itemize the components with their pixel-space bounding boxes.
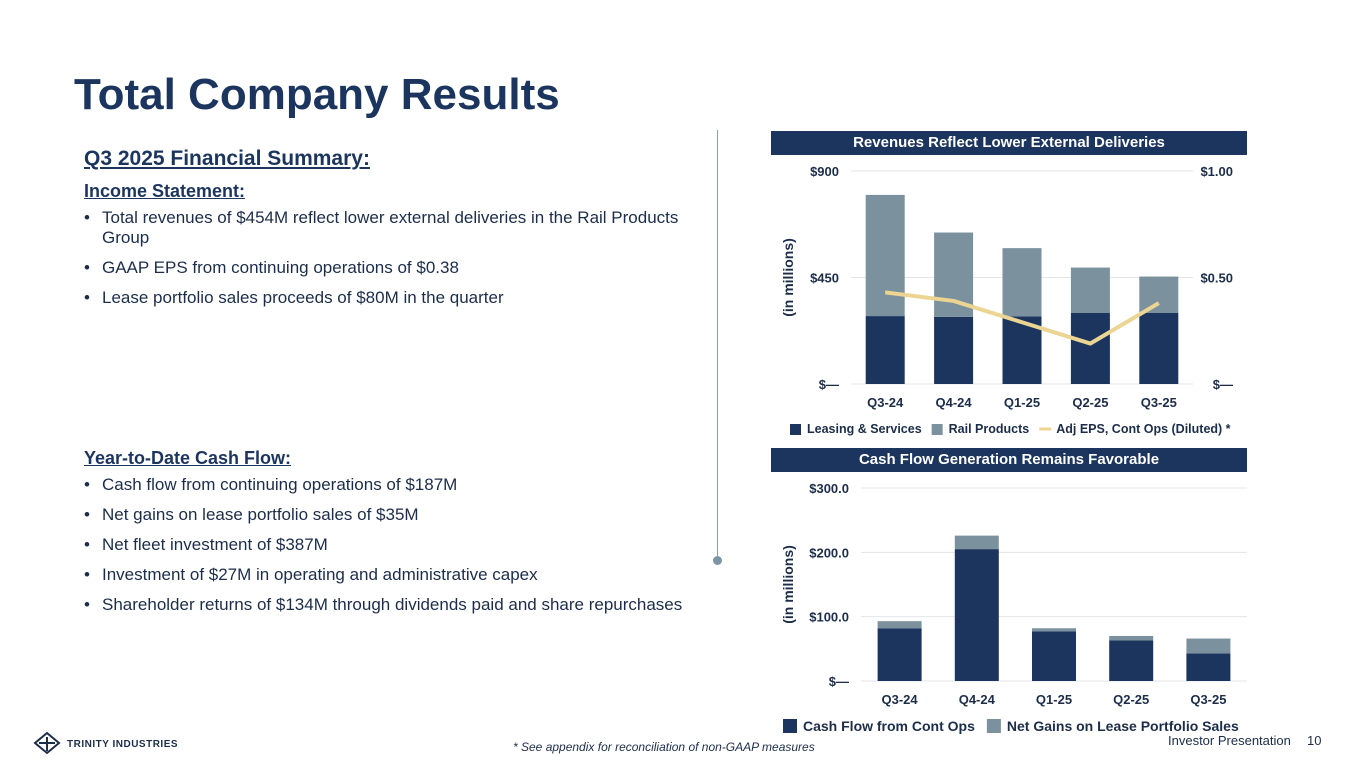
bar-segment [877, 628, 922, 681]
summary-heading: Q3 2025 Financial Summary: [84, 147, 370, 170]
cash-heading: Year-to-Date Cash Flow: [84, 448, 292, 468]
bar-segment [1186, 653, 1231, 681]
x-tick-label: Q1-25 [1036, 692, 1072, 707]
bar-segment [1002, 248, 1042, 317]
bar-segment [954, 535, 999, 550]
page-title: Total Company Results [74, 70, 560, 119]
cashflow-chart: $— $100.0 $200.0 $300.0 (in millions) Q3-24 Q4… [780, 481, 1247, 734]
bar-segment [1139, 276, 1179, 313]
cashflow-chart-banner: Cash Flow Generation Remains Favorable [771, 448, 1247, 472]
cash-bullet: Net gains on lease portfolio sales of $3… [84, 505, 684, 525]
bar-segment [1070, 267, 1110, 313]
x-tick-label: Q3-24 [867, 395, 904, 410]
cash-bullet: Shareholder returns of $134M through div… [84, 595, 684, 615]
bar-segment [1109, 635, 1154, 641]
bar-segment [1070, 313, 1110, 384]
y-tick-label: $100.0 [809, 610, 849, 625]
x-tick-label: Q2-25 [1072, 395, 1108, 410]
cash-bullet-list: Cash flow from continuing operations of … [84, 475, 684, 615]
legend-swatch [790, 424, 801, 435]
y-tick-label: $— [819, 377, 839, 392]
footer-label: Investor Presentation [1168, 733, 1291, 748]
bar-segment [1109, 640, 1154, 681]
bar-segment [865, 316, 905, 384]
income-section: Q3 2025 Financial Summary: Income Statem… [84, 147, 684, 318]
divider-line [717, 130, 718, 560]
legend-label: Adj EPS, Cont Ops (Diluted) * [1056, 422, 1230, 436]
cash-bullet: Cash flow from continuing operations of … [84, 475, 684, 495]
x-tick-label: Q3-25 [1190, 692, 1226, 707]
y-tick-label: $300.0 [809, 481, 849, 496]
x-tick-label: Q1-25 [1004, 395, 1040, 410]
bar-segment [934, 316, 974, 384]
bar-segment [1186, 638, 1231, 654]
income-bullet: Total revenues of $454M reflect lower ex… [84, 208, 684, 248]
bar-segment [1032, 628, 1076, 632]
legend-label: Rail Products [949, 422, 1030, 436]
y2-tick-label: $— [1213, 377, 1233, 392]
legend-label: Leasing & Services [807, 422, 922, 436]
page-number: 10 [1307, 733, 1322, 748]
income-bullet: Lease portfolio sales proceeds of $80M i… [84, 288, 684, 308]
cash-section: Year-to-Date Cash Flow: Cash flow from c… [84, 448, 684, 625]
x-tick-label: Q4-24 [936, 395, 973, 410]
x-tick-label: Q3-25 [1141, 395, 1177, 410]
bar-segment [877, 621, 922, 629]
y2-tick-label: $1.00 [1200, 164, 1233, 179]
bar-segment [1032, 631, 1076, 681]
bar-segment [865, 194, 905, 317]
y-axis-label: (in millions) [780, 545, 796, 624]
income-bullet-list: Total revenues of $454M reflect lower ex… [84, 208, 684, 308]
x-tick-label: Q3-24 [882, 692, 919, 707]
y-tick-label: $200.0 [809, 545, 849, 560]
y-tick-label: $— [829, 674, 849, 689]
income-bullet: GAAP EPS from continuing operations of $… [84, 258, 684, 278]
footnote: * See appendix for reconciliation of non… [513, 740, 815, 754]
y-axis-label: (in millions) [780, 238, 796, 317]
legend-label: Net Gains on Lease Portfolio Sales [1007, 718, 1239, 734]
bar-segment [1139, 313, 1179, 384]
logo-text: TRINITY INDUSTRIES [67, 739, 178, 750]
income-heading: Income Statement: [84, 181, 246, 201]
x-tick-label: Q4-24 [959, 692, 996, 707]
eps-line [884, 290, 1160, 346]
logo-mark-icon [33, 731, 61, 755]
revenue-chart: $— $450 $900 $— $0.50 $1.00 (in millions) Q3-24… [780, 164, 1233, 436]
bar-segment [954, 549, 999, 681]
legend-swatch [986, 719, 1001, 733]
revenue-chart-banner: Revenues Reflect Lower External Deliveri… [771, 131, 1247, 155]
cash-bullet: Net fleet investment of $387M [84, 535, 684, 555]
y-tick-label: $450 [810, 271, 839, 286]
cash-bullet: Investment of $27M in operating and admi… [84, 565, 684, 585]
legend-swatch [931, 424, 943, 435]
legend-swatch [783, 719, 797, 733]
y-tick-label: $900 [810, 164, 839, 179]
divider-dot [713, 556, 722, 565]
x-tick-label: Q2-25 [1113, 692, 1149, 707]
y2-tick-label: $0.50 [1200, 271, 1233, 286]
legend-label: Cash Flow from Cont Ops [803, 718, 975, 734]
company-logo: TRINITY INDUSTRIES [33, 731, 203, 760]
